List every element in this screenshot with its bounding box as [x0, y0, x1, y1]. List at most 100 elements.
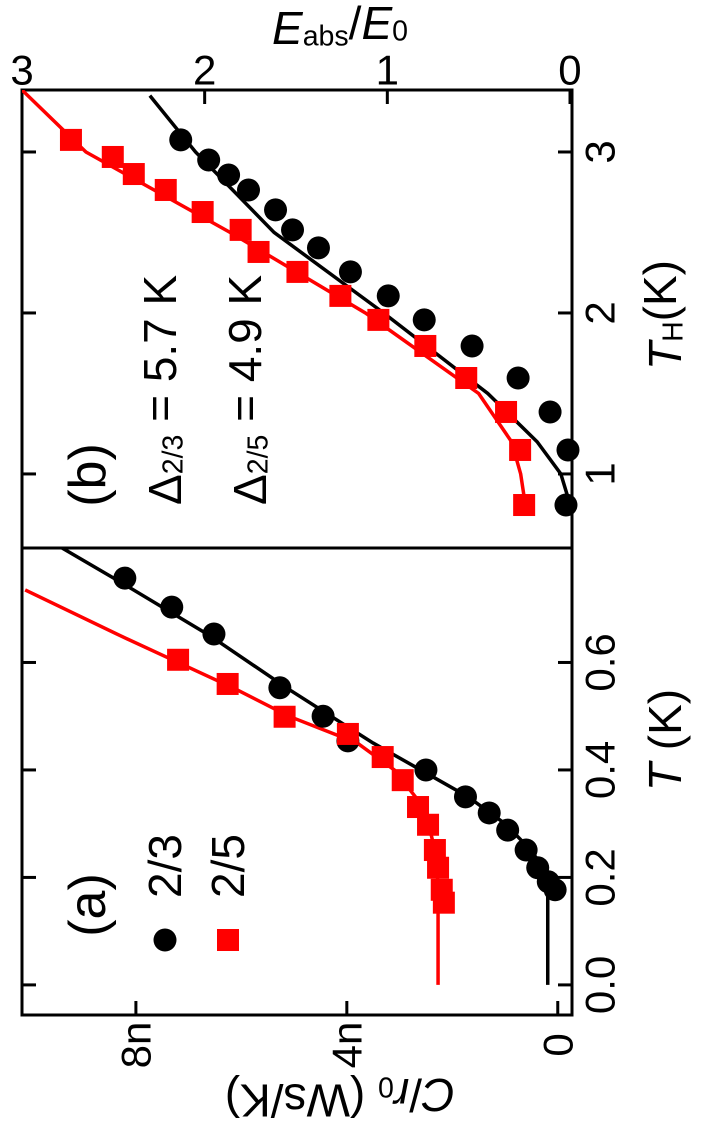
label-part: (Ws/K) [225, 1074, 378, 1122]
label-part: r [392, 1069, 409, 1121]
annotation: Δ2/5 = 4.9 K [219, 274, 276, 505]
data-point [306, 236, 330, 260]
label-part: 0 [392, 15, 408, 47]
y-axis-label: Eabs/E0 [272, 0, 408, 54]
data-point [169, 128, 193, 152]
x-tick-label: 0.0 [577, 956, 624, 1014]
data-point [538, 400, 562, 424]
data-point [414, 334, 437, 357]
data-point [217, 163, 241, 187]
data-point [336, 722, 359, 745]
panel-label: (b) [59, 443, 117, 507]
data-point [496, 818, 520, 842]
data-point [514, 838, 538, 862]
x-tick-label: 1 [577, 462, 624, 485]
data-point [554, 493, 578, 517]
data-point [460, 334, 484, 358]
data-point [391, 769, 414, 792]
data-point [414, 758, 438, 782]
label-part: 0 [378, 1070, 394, 1102]
label-part: 2/5 [243, 435, 275, 475]
label-part: / [409, 1069, 422, 1121]
data-point [191, 201, 214, 224]
data-point [432, 891, 455, 914]
data-point [338, 260, 362, 284]
data-point [506, 366, 530, 390]
label-part: / [349, 0, 362, 49]
plot-frame [20, 88, 574, 550]
data-point [101, 145, 124, 168]
y-tick-label: 2 [193, 47, 216, 94]
data-point [273, 705, 296, 728]
data-point [417, 813, 440, 836]
x-tick-label: 2 [577, 301, 624, 324]
label-part: = 4.9 K [219, 274, 271, 434]
data-point [513, 494, 536, 517]
label-part: (K) [634, 260, 686, 321]
label-part: H [658, 321, 690, 342]
x-tick-label: 3 [577, 140, 624, 163]
legend-marker [153, 928, 177, 952]
panel-label: (a) [59, 873, 117, 937]
y-tick-label: 3 [10, 47, 33, 94]
label-part: C [421, 1069, 455, 1121]
label-part: E [361, 0, 393, 49]
data-point [311, 704, 335, 728]
legend-label: 2/3 [139, 834, 191, 898]
legend-marker [217, 929, 239, 951]
data-point [202, 622, 226, 646]
label-part: Δ [224, 474, 276, 505]
data-point [167, 648, 190, 671]
y-tick-label: 0 [558, 47, 581, 94]
data-point [367, 308, 390, 331]
data-point [229, 218, 252, 241]
data-point [268, 676, 292, 700]
label-part: E [272, 2, 304, 54]
data-point [59, 128, 82, 151]
data-point [237, 178, 261, 202]
annotation: Δ2/3 = 5.7 K [134, 274, 191, 505]
data-point [477, 801, 501, 825]
label-part: 2/3 [158, 435, 190, 475]
y-tick-label: 1 [376, 47, 399, 94]
y-tick-label: 8n [112, 1022, 159, 1069]
data-point [264, 198, 288, 222]
x-tick-label: 0.6 [577, 633, 624, 691]
label-part: Δ [139, 474, 191, 505]
data-point [371, 746, 394, 769]
y-tick-label: 0 [534, 1033, 581, 1056]
data-point [154, 178, 177, 201]
y-tick-label: 4n [323, 1022, 370, 1069]
data-point [281, 218, 305, 242]
data-point [455, 367, 478, 390]
data-point [122, 163, 145, 186]
label-part: abs [303, 21, 349, 53]
label-part: = 5.7 K [134, 274, 186, 434]
data-point [509, 438, 532, 461]
data-point [216, 672, 239, 695]
fit-line [61, 548, 550, 985]
data-point [495, 400, 518, 423]
x-axis-label: TH(K) [634, 260, 691, 370]
data-point [453, 785, 477, 809]
data-point [407, 796, 430, 819]
data-point [160, 595, 184, 619]
y-axis-label: C/r0 (Ws/K) [225, 1069, 456, 1122]
data-point [113, 566, 137, 590]
data-point [376, 284, 400, 308]
data-point [427, 856, 450, 879]
x-tick-label: 0.4 [577, 741, 624, 799]
plot-frame [20, 546, 574, 1017]
x-axis-label: T (K) [639, 689, 691, 791]
data-point [329, 284, 352, 307]
data-point [556, 438, 580, 462]
label-part: T [639, 760, 691, 791]
label-part: (K) [639, 689, 691, 763]
data-point [543, 878, 567, 902]
legend-label: 2/5 [202, 834, 254, 898]
label-part: T [639, 339, 691, 370]
x-tick-label: 0.2 [577, 848, 624, 906]
data-point [197, 148, 221, 172]
data-point [286, 260, 309, 283]
